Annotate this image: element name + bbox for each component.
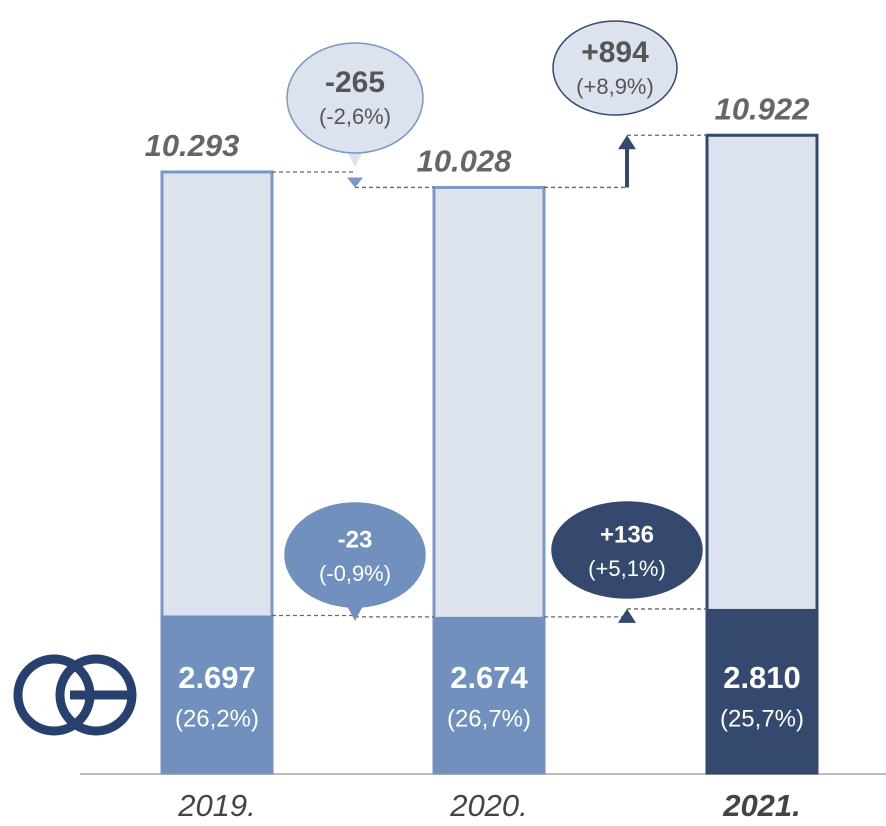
part-label: 2.697 <box>178 660 256 695</box>
arrow <box>618 135 636 150</box>
bubble <box>286 42 424 154</box>
bubble <box>284 502 426 608</box>
category-label: 2019. <box>177 788 256 823</box>
total-label: 10.293 <box>145 128 240 163</box>
bubble <box>551 501 703 599</box>
share-label: (25,7%) <box>720 705 804 732</box>
arrow <box>618 608 636 623</box>
bubble-pct: (+5,1%) <box>588 556 666 581</box>
arrow <box>347 177 363 188</box>
bubble-value: +894 <box>581 36 649 69</box>
bubble-pct: (-2,6%) <box>319 104 391 129</box>
category-label: 2020. <box>449 788 528 823</box>
total-label: 10.028 <box>417 144 513 179</box>
bar-part <box>705 608 819 773</box>
part-label: 2.810 <box>723 660 801 695</box>
part-label: 2.674 <box>450 660 528 695</box>
bar-part <box>160 615 274 773</box>
bubble-value: +136 <box>600 521 654 548</box>
share-label: (26,7%) <box>447 705 531 732</box>
bubble-pct: (+8,9%) <box>576 74 654 99</box>
total-label: 10.922 <box>715 91 810 126</box>
share-label: (26,2%) <box>175 705 259 732</box>
bubble <box>552 20 678 116</box>
bar-part <box>432 616 546 773</box>
bubble-pct: (-0,9%) <box>319 561 391 586</box>
category-label: 2021. <box>722 788 801 823</box>
logo <box>13 654 137 736</box>
bubble-value: -265 <box>325 66 385 99</box>
bubble-value: -23 <box>338 526 373 553</box>
